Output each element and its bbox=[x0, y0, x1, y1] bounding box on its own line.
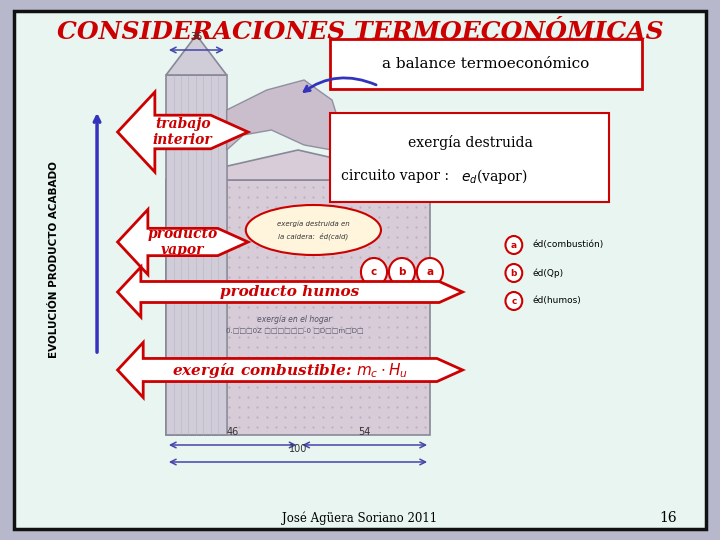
Circle shape bbox=[417, 258, 443, 286]
Text: c: c bbox=[511, 296, 516, 306]
Circle shape bbox=[361, 258, 387, 286]
Circle shape bbox=[505, 292, 522, 310]
Text: José Agüera Soriano 2011: José Agüera Soriano 2011 bbox=[282, 511, 438, 525]
Text: 0.□□□0Z □□□□□□-0 □D□□m□D□: 0.□□□0Z □□□□□□-0 □D□□m□D□ bbox=[226, 327, 364, 333]
Polygon shape bbox=[166, 35, 227, 75]
FancyBboxPatch shape bbox=[330, 113, 609, 202]
Text: CONSIDERACIONES TERMOECONÓMICAS: CONSIDERACIONES TERMOECONÓMICAS bbox=[57, 20, 663, 44]
Polygon shape bbox=[117, 267, 462, 317]
Text: EVOLUCIÓN PRODUCTO ACABADO: EVOLUCIÓN PRODUCTO ACABADO bbox=[49, 161, 59, 359]
Bar bbox=[166, 75, 227, 435]
Polygon shape bbox=[117, 92, 248, 172]
Text: b: b bbox=[398, 267, 405, 277]
Circle shape bbox=[505, 264, 522, 282]
Text: a balance termoeconómico: a balance termoeconómico bbox=[382, 57, 590, 71]
Polygon shape bbox=[227, 80, 341, 150]
Text: a: a bbox=[510, 240, 517, 249]
Text: éd(Qp): éd(Qp) bbox=[533, 268, 564, 278]
Text: 54: 54 bbox=[359, 427, 371, 437]
Bar bbox=[166, 180, 430, 435]
Text: 100: 100 bbox=[289, 444, 307, 454]
Text: 16: 16 bbox=[660, 511, 677, 525]
Text: circuito vapor :: circuito vapor : bbox=[341, 169, 454, 183]
Text: a: a bbox=[426, 267, 433, 277]
Text: exergía destruida en: exergía destruida en bbox=[277, 221, 350, 227]
Text: exergía combustible: $m_c \cdot H_u$: exergía combustible: $m_c \cdot H_u$ bbox=[172, 361, 408, 380]
Text: $e_d$(vapor): $e_d$(vapor) bbox=[461, 166, 528, 186]
Circle shape bbox=[505, 236, 522, 254]
Text: la caldera:  éd(cald): la caldera: éd(cald) bbox=[278, 232, 348, 240]
Text: éd(humos): éd(humos) bbox=[533, 296, 581, 306]
Polygon shape bbox=[166, 150, 430, 180]
Text: b: b bbox=[510, 268, 517, 278]
Polygon shape bbox=[117, 210, 248, 274]
Text: exergía destruida: exergía destruida bbox=[408, 134, 533, 150]
Text: c: c bbox=[371, 267, 377, 277]
Circle shape bbox=[389, 258, 415, 286]
Text: éd(combustión): éd(combustión) bbox=[533, 240, 604, 249]
Text: 46: 46 bbox=[227, 427, 239, 437]
Text: producto
vapor: producto vapor bbox=[148, 227, 218, 257]
Text: exergía en el hogar: exergía en el hogar bbox=[258, 315, 332, 325]
Text: trabajo
interior: trabajo interior bbox=[153, 117, 212, 147]
Text: producto humos: producto humos bbox=[220, 285, 360, 299]
Polygon shape bbox=[117, 342, 462, 397]
Ellipse shape bbox=[246, 205, 381, 255]
Text: 36: 36 bbox=[190, 32, 202, 42]
FancyBboxPatch shape bbox=[330, 39, 642, 89]
